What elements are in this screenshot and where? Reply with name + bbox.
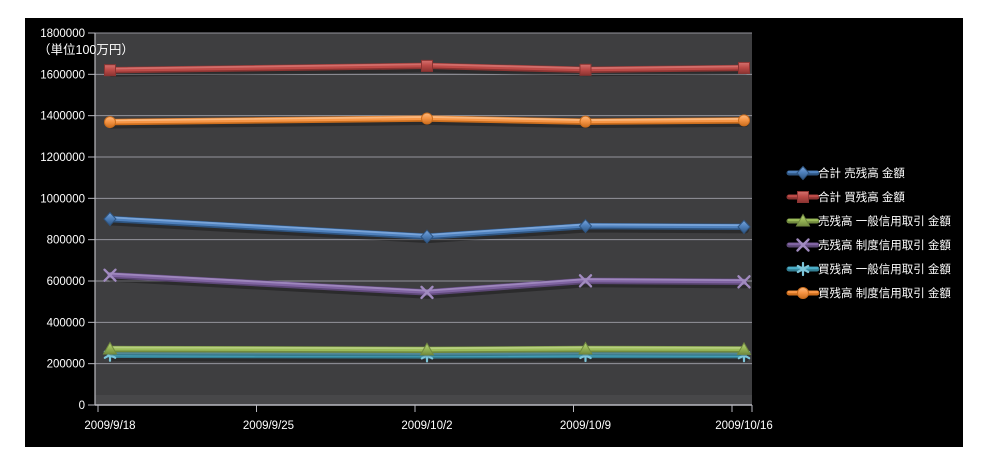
marker-buy-standard-margin-4: [738, 114, 750, 127]
series-line-mid-total-sell-balance: [107, 216, 747, 239]
y-axis-label-1800000: 1800000: [40, 28, 85, 40]
marker-sell-general-margin-3: [578, 341, 593, 355]
legend-item-sell-general-margin: 売残高 一般信用取引 金額: [786, 213, 951, 228]
legend-label-total-buy-balance: 合計 買残高 金額: [818, 190, 905, 204]
marker-total-sell-balance-legend: [796, 165, 810, 181]
series-line-mid-buy-standard-margin: [107, 115, 747, 124]
series-line-highlight-total-sell-balance: [109, 216, 745, 236]
marker-total-buy-balance-0: [104, 64, 116, 77]
legend-label-sell-general-margin: 売残高 一般信用取引 金額: [818, 214, 951, 228]
y-axis-label-600000: 600000: [47, 276, 85, 288]
series-total-buy-balance: [104, 59, 750, 77]
marker-sell-standard-margin-3: [578, 274, 593, 288]
y-axis-unit-label: （単位100万円）: [38, 42, 134, 57]
legend-label-buy-standard-margin: 買残高 制度信用取引 金額: [818, 286, 951, 300]
legend-item-total-buy-balance: 合計 買残高 金額: [786, 190, 905, 204]
series-sell-general-margin: [102, 341, 752, 357]
marker-sell-general-margin-legend: [795, 213, 811, 227]
legend-item-sell-standard-margin: 売残高 制度信用取引 金額: [786, 238, 951, 252]
series-line-highlight-total-buy-balance: [109, 63, 745, 70]
marker-sell-standard-margin-0: [103, 268, 117, 282]
series-buy-standard-margin: [104, 112, 750, 129]
series-line-highlight-sell-standard-margin: [109, 272, 745, 292]
series-line-mid-sell-standard-margin: [107, 272, 747, 294]
series-line-highlight-buy-standard-margin: [109, 116, 745, 122]
marker-total-buy-balance-legend: [797, 191, 809, 203]
series-line-mid-total-buy-balance: [107, 63, 747, 72]
marker-sell-standard-margin-2: [420, 285, 434, 300]
y-axis-label-1600000: 1600000: [40, 69, 85, 81]
marker-sell-general-margin-4: [736, 341, 752, 355]
legend-item-buy-standard-margin: 買残高 制度信用取引 金額: [786, 286, 951, 300]
series-total-sell-balance: [103, 211, 751, 244]
y-axis-label-1000000: 1000000: [40, 193, 85, 205]
marker-total-sell-balance-0: [103, 211, 117, 227]
legend-item-buy-general-margin: 買残高 一般信用取引 金額: [786, 261, 951, 277]
plot-area: [95, 33, 752, 405]
marker-sell-general-margin-0: [102, 341, 118, 355]
y-axis-label-400000: 400000: [47, 317, 85, 329]
x-axis-label-2: 2009/10/2: [401, 420, 452, 432]
marker-total-buy-balance-3: [579, 63, 592, 76]
marker-total-buy-balance-2: [421, 59, 433, 72]
y-axis-label-1400000: 1400000: [40, 111, 85, 123]
line-chart: 0 200000 400000 600000 800000 1000000 1200000 1…: [38, 28, 951, 432]
marker-total-sell-balance-3: [578, 218, 593, 234]
marker-buy-standard-margin-2: [421, 112, 433, 125]
x-axis-label-3: 2009/10/9: [560, 420, 611, 432]
series-line-highlight-sell-general-margin: [109, 346, 745, 350]
marker-sell-standard-margin-legend: [796, 238, 810, 252]
marker-sell-standard-margin-4: [737, 275, 751, 289]
marker-total-sell-balance-2: [420, 229, 434, 244]
marker-buy-standard-margin-3: [579, 115, 592, 128]
series-line-mid-sell-general-margin: [107, 346, 747, 352]
x-axis-label-1: 2009/9/25: [243, 420, 294, 432]
marker-sell-general-margin-2: [419, 342, 435, 356]
chart-canvas: 0 200000 400000 600000 800000 1000000 1200000 1…: [25, 18, 963, 447]
series-line-mid-buy-general-margin: [107, 352, 747, 357]
marker-buy-standard-margin-0: [104, 116, 116, 129]
series-sell-standard-margin: [103, 268, 751, 300]
y-axis-label-1200000: 1200000: [40, 152, 85, 164]
marker-buy-general-margin-legend: [796, 261, 810, 277]
legend-item-total-sell-balance: 合計 売残高 金額: [786, 165, 905, 181]
legend-label-buy-general-margin: 買残高 一般信用取引 金額: [818, 262, 951, 276]
x-axis-label-4: 2009/10/16: [715, 420, 773, 432]
marker-total-sell-balance-4: [737, 219, 751, 235]
legend-label-sell-standard-margin: 売残高 制度信用取引 金額: [818, 238, 951, 252]
legend-label-total-sell-balance: 合計 売残高 金額: [818, 166, 905, 180]
y-axis-label-0: 0: [79, 400, 85, 412]
marker-total-buy-balance-4: [738, 61, 750, 74]
marker-buy-standard-margin-legend: [797, 287, 809, 299]
plot-floor-sheen: [95, 395, 752, 405]
series-line-highlight-buy-general-margin: [109, 352, 745, 355]
y-axis-label-800000: 800000: [47, 235, 85, 247]
y-axis-label-200000: 200000: [47, 359, 85, 371]
series-buy-general-margin: [103, 347, 751, 363]
x-axis-label-0: 2009/9/18: [84, 420, 135, 432]
